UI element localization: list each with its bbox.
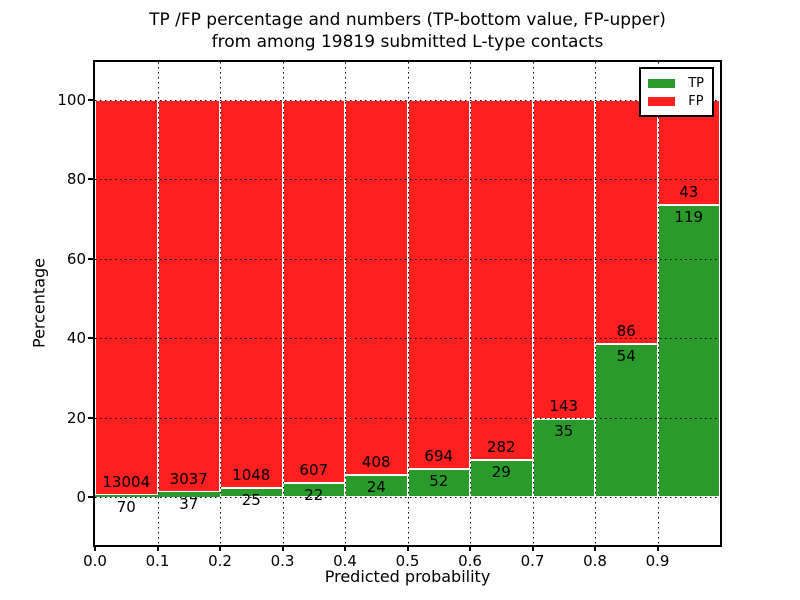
legend-swatch-fp: [648, 96, 676, 106]
legend-row-tp: TP: [648, 74, 704, 92]
legend-label-tp: TP: [688, 75, 704, 91]
y-tick-mark: [88, 416, 95, 419]
fp-count-label: 282: [486, 437, 516, 456]
x-tick-mark: [531, 545, 534, 551]
tp-count-label: 24: [366, 477, 386, 496]
x-tick-label: 0.9: [645, 552, 670, 570]
chart-title-line1: TP /FP percentage and numbers (TP-bottom…: [149, 10, 666, 30]
fp-count-label: 408: [361, 452, 391, 471]
tp-count-label: 35: [554, 421, 574, 440]
x-tick-label: 0.6: [458, 552, 482, 570]
tp-count-label: 25: [241, 490, 261, 509]
x-tick-mark: [344, 545, 346, 551]
gridline-horizontal: [95, 338, 720, 340]
bar-segment-tp: [95, 494, 158, 497]
tp-count-label: 29: [491, 462, 511, 481]
fp-count-label: 3037: [169, 470, 208, 489]
x-tick-mark: [281, 545, 284, 551]
gridline-horizontal: [95, 179, 720, 181]
y-tick-label: 60: [66, 249, 86, 268]
x-tick-label: 0.3: [270, 552, 295, 570]
x-tick-mark: [656, 545, 659, 551]
y-tick-mark: [88, 99, 95, 101]
legend-row-fp: FP: [648, 92, 704, 110]
bar-segment-tp: [470, 459, 533, 497]
fp-count-label: 43: [679, 183, 699, 202]
y-tick-mark: [88, 257, 95, 260]
bar-segment-fp: [345, 100, 408, 475]
x-tick-mark: [94, 545, 96, 551]
fp-count-label: 694: [424, 447, 454, 466]
legend: TP FP: [639, 67, 714, 117]
tp-count-label: 52: [429, 472, 449, 491]
bar-segment-fp: [407, 100, 470, 470]
tp-count-label: 37: [179, 495, 199, 514]
gridline-horizontal: [95, 497, 720, 498]
x-tick-label: 0.8: [583, 552, 607, 570]
gridline-vertical: [407, 62, 409, 545]
gridline-horizontal: [95, 417, 720, 419]
gridline-vertical: [345, 62, 346, 545]
y-tick-mark: [88, 337, 95, 340]
y-tick-label: 100: [57, 91, 86, 109]
fp-count-label: 607: [299, 461, 329, 480]
x-tick-mark: [219, 545, 221, 551]
legend-swatch-tp: [648, 78, 676, 88]
bar-segment-tp: [595, 343, 658, 497]
y-tick-label: 20: [66, 408, 86, 427]
gridline-vertical: [157, 62, 159, 545]
y-tick-label: 0: [76, 488, 86, 506]
bar-segment-fp: [95, 100, 158, 495]
bar-segment-tp: [407, 469, 470, 497]
x-tick-label: 0.2: [208, 552, 232, 570]
bar-segment-tp: [532, 418, 595, 497]
x-tick-mark: [156, 545, 159, 551]
bar-segment-fp: [282, 100, 345, 484]
bar-segment-fp: [470, 100, 533, 460]
x-tick-mark: [469, 545, 471, 551]
plot-frame: [93, 60, 722, 547]
gridline-vertical: [595, 62, 596, 545]
gridline-horizontal: [95, 100, 720, 101]
legend-label-fp: FP: [688, 93, 704, 109]
x-tick-label: 0.5: [395, 552, 420, 570]
tp-count-label: 54: [616, 346, 636, 365]
gridline-vertical: [220, 62, 221, 545]
gridline-vertical: [282, 62, 284, 545]
bar-segment-tp: [157, 492, 220, 497]
bar-segment-fp: [157, 100, 220, 493]
plot-area: 13004 70 3037 37 1048 25 607 22 408 24 694 52 282 29 1…: [57, 60, 722, 570]
fp-count-label: 143: [549, 396, 579, 415]
y-tick-label: 40: [66, 329, 86, 348]
gridline-horizontal: [95, 258, 720, 260]
x-tick-label: 0.7: [520, 552, 545, 570]
x-tick-label: 0.4: [333, 552, 357, 570]
x-tick-label: 0.1: [145, 552, 170, 570]
tp-count-label: 119: [674, 208, 704, 227]
x-tick-label: 0.0: [83, 552, 107, 570]
x-tick-mark: [594, 545, 596, 551]
tp-count-label: 22: [304, 486, 324, 505]
gridline-vertical: [470, 62, 471, 545]
gridline-vertical: [532, 62, 534, 545]
fp-count-label: 1048: [232, 465, 271, 484]
y-tick-mark: [88, 178, 95, 181]
chart-title-line2: from among 19819 submitted L-type contac…: [211, 32, 604, 52]
y-tick-mark: [88, 496, 95, 498]
x-tick-mark: [406, 545, 409, 551]
gridline-vertical: [657, 62, 659, 545]
bar-segment-tp: [657, 205, 720, 497]
chart-title: TP /FP percentage and numbers (TP-bottom…: [95, 9, 720, 53]
y-tick-label: 80: [66, 170, 86, 189]
fp-count-label: 13004: [102, 472, 151, 491]
tp-count-label: 70: [116, 497, 136, 516]
bar-segment-fp: [657, 100, 720, 206]
fp-count-label: 86: [616, 321, 636, 340]
x-axis-label: Predicted probability: [324, 567, 491, 586]
